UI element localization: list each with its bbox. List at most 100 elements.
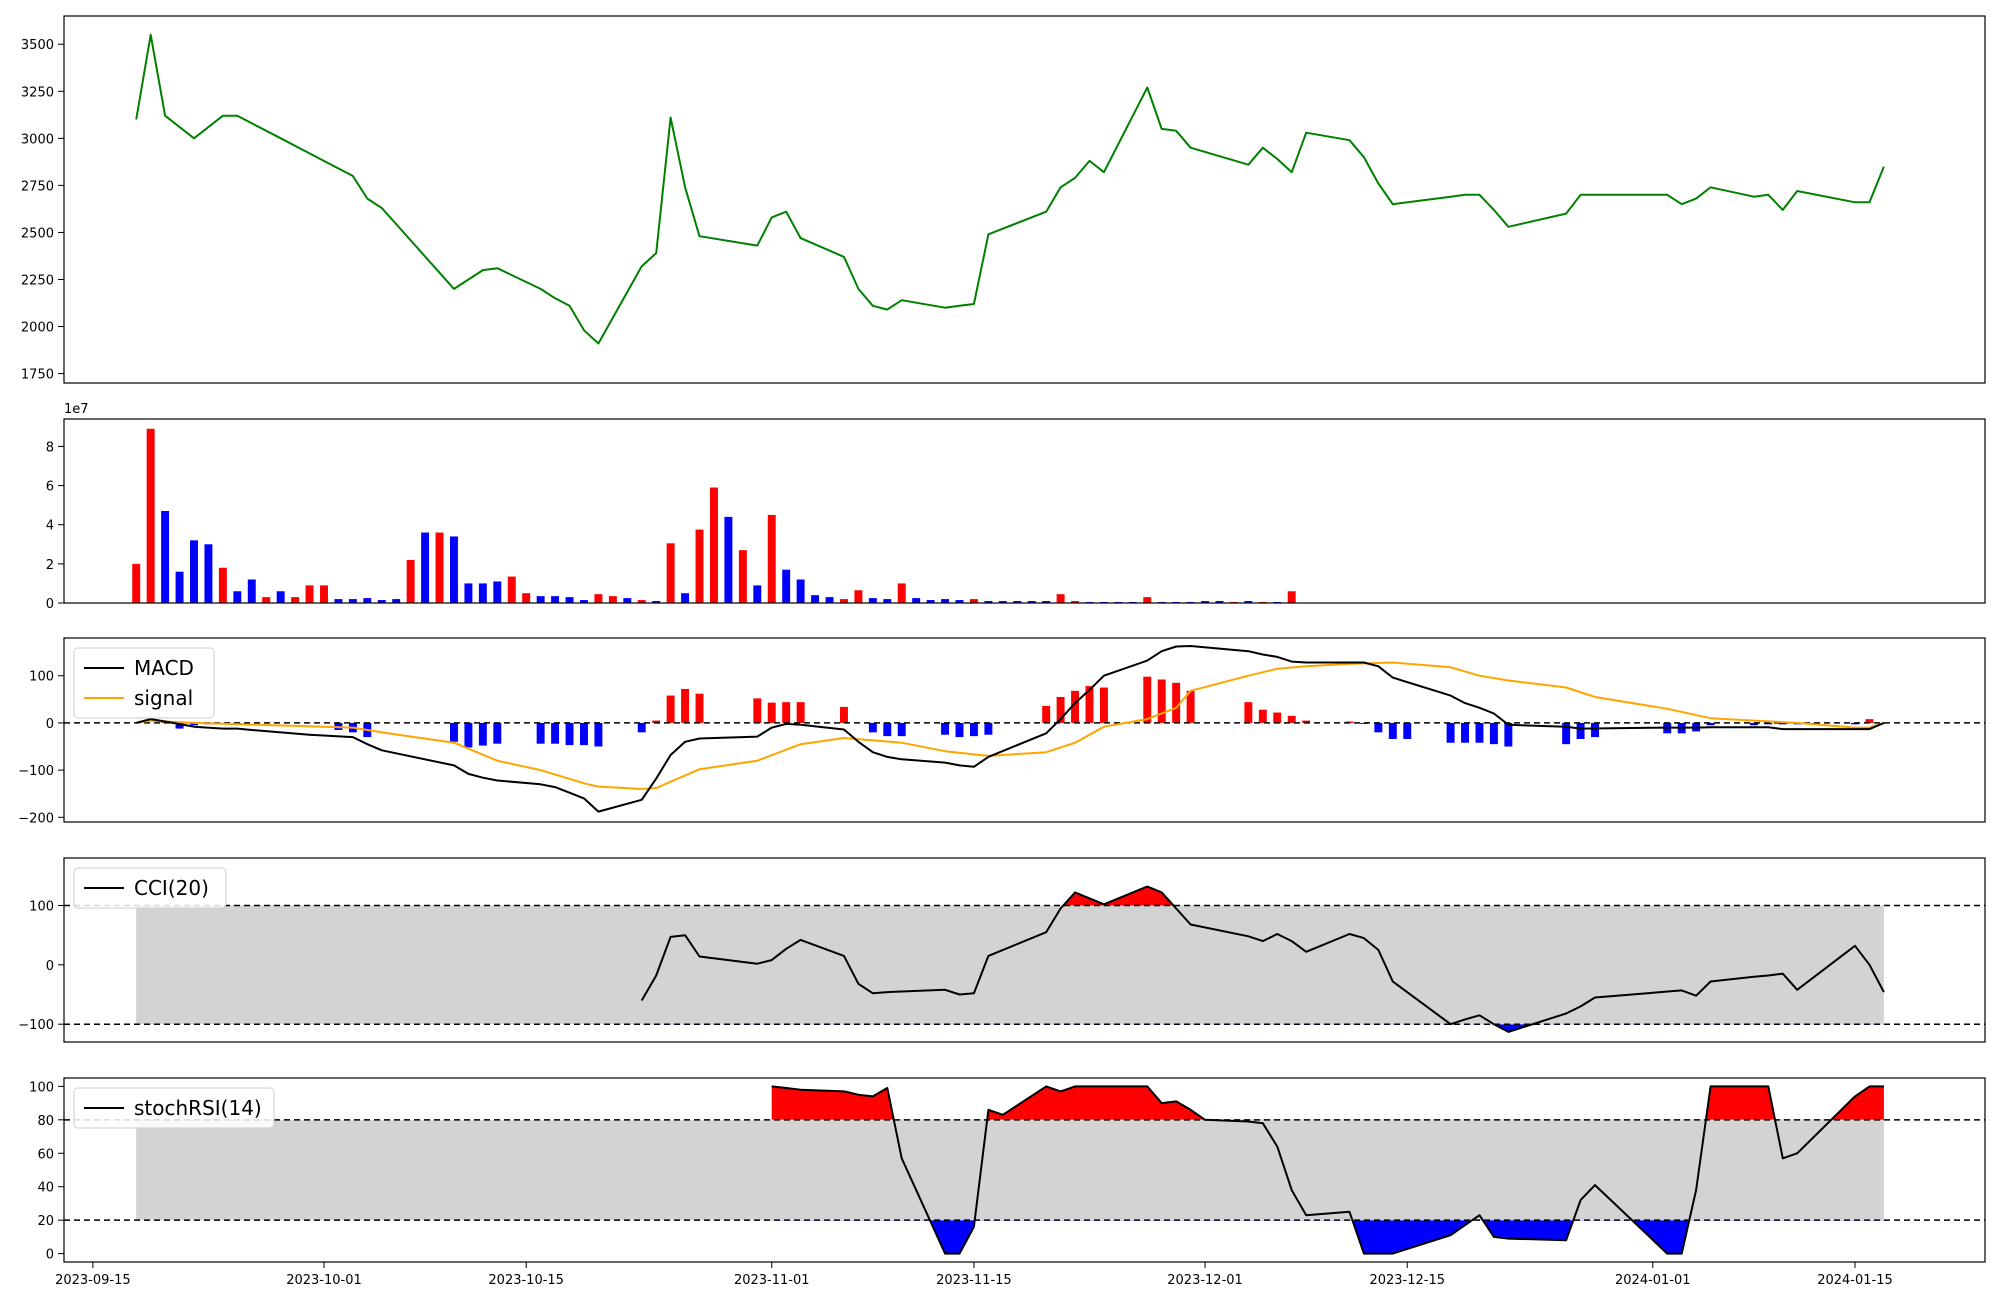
volume-bar bbox=[247, 579, 256, 603]
price-ytick-label: 3250 bbox=[21, 85, 54, 100]
volume-bar bbox=[854, 590, 863, 603]
volume-bar bbox=[623, 598, 632, 603]
volume-bar bbox=[1215, 601, 1224, 603]
macd-histogram-bar bbox=[1099, 687, 1108, 723]
volume-bar bbox=[782, 569, 791, 603]
volume-bar bbox=[435, 532, 444, 603]
volume-bar bbox=[724, 516, 733, 603]
macd-histogram-bar bbox=[1591, 722, 1599, 738]
volume-bar bbox=[276, 591, 285, 603]
volume-ytick-label: 0 bbox=[46, 597, 54, 612]
macd-axes-frame bbox=[63, 637, 1986, 823]
xtick-label: 2023-11-01 bbox=[734, 1273, 810, 1288]
cci-line bbox=[640, 885, 1885, 1033]
volume-bar bbox=[291, 597, 300, 603]
xtick-label: 2023-10-01 bbox=[286, 1273, 362, 1288]
macd-histogram-bar bbox=[1403, 722, 1412, 739]
macd-histogram-bar bbox=[1749, 722, 1758, 726]
stochrsi-ytick-label: 40 bbox=[37, 1181, 54, 1196]
volume-bar bbox=[522, 593, 531, 603]
macd-histogram-bar bbox=[969, 722, 978, 737]
macd-histogram-bar bbox=[1489, 722, 1498, 745]
volume-bar bbox=[738, 550, 747, 603]
macd-histogram-bar bbox=[1461, 722, 1470, 743]
volume-bar bbox=[493, 581, 502, 603]
xtick-label: 2023-10-15 bbox=[488, 1273, 564, 1288]
volume-bar bbox=[666, 543, 675, 603]
macd-histogram-bar bbox=[1562, 722, 1571, 745]
macd-histogram-bar bbox=[1244, 702, 1253, 723]
stochrsi-legend-label: stochRSI(14) bbox=[134, 1096, 262, 1120]
volume-ytick-label: 2 bbox=[46, 558, 54, 573]
stochrsi-ytick-label: 0 bbox=[46, 1248, 54, 1263]
macd-histogram-bar bbox=[796, 702, 805, 723]
cci-axes-frame bbox=[63, 857, 1986, 1043]
volume-bar bbox=[551, 596, 560, 603]
macd-ytick-label: −200 bbox=[18, 811, 54, 826]
volume-bar bbox=[681, 593, 690, 603]
price-ytick-label: 1750 bbox=[21, 368, 54, 383]
macd-histogram-bar bbox=[897, 722, 906, 737]
stochrsi-ytick-label: 100 bbox=[29, 1080, 54, 1095]
macd-histogram-bar bbox=[1359, 722, 1368, 724]
price-ytick-label: 2750 bbox=[21, 179, 54, 194]
macd-histogram-bar bbox=[1143, 676, 1152, 723]
volume-bar bbox=[897, 583, 906, 603]
volume-bar bbox=[377, 600, 386, 603]
macd-ytick-label: 0 bbox=[46, 717, 54, 732]
legends-layer: MACD signal CCI(20) stochRSI(14) bbox=[73, 647, 275, 1129]
stochrsi-line bbox=[771, 1085, 1884, 1255]
stochrsi-ytick-label: 80 bbox=[37, 1114, 54, 1129]
macd-histogram-bar bbox=[1388, 722, 1397, 739]
volume-bar bbox=[955, 600, 964, 603]
macd-histogram-bar bbox=[1085, 686, 1094, 723]
volume-bar bbox=[363, 598, 372, 603]
volume-bar bbox=[146, 428, 155, 603]
volume-bar bbox=[320, 585, 328, 603]
macd-histogram-bar bbox=[767, 702, 776, 723]
macd-histogram-bar bbox=[1258, 709, 1267, 723]
macd-histogram-bar bbox=[1706, 722, 1715, 726]
macd-histogram-bar bbox=[478, 722, 487, 746]
macd-histogram-bar bbox=[984, 722, 993, 735]
macd-line bbox=[135, 645, 1885, 813]
price-ytick-label: 3500 bbox=[21, 38, 54, 53]
volume-bar bbox=[998, 601, 1007, 603]
macd-histogram-bar bbox=[753, 698, 762, 723]
volume-bar bbox=[132, 563, 141, 603]
volume-bar bbox=[579, 600, 588, 603]
cci-neutral-band bbox=[136, 905, 1884, 1025]
volume-ytick-label: 8 bbox=[46, 440, 54, 455]
macd-histogram-bar bbox=[681, 688, 690, 723]
volume-bar bbox=[507, 576, 516, 603]
volume-bar bbox=[1143, 597, 1152, 603]
macd-histogram-bar bbox=[1172, 682, 1181, 723]
volume-bar bbox=[1244, 601, 1253, 603]
macd-histogram-bar bbox=[594, 722, 603, 747]
volume-bar bbox=[709, 487, 718, 603]
macd-histogram-bar bbox=[782, 702, 791, 723]
volume-bar bbox=[883, 599, 892, 603]
macd-histogram-bar bbox=[1056, 696, 1065, 723]
macd-histogram-bar bbox=[464, 722, 473, 748]
macd-histogram-bar bbox=[637, 722, 646, 733]
macd-histogram-bar bbox=[941, 722, 950, 735]
volume-bar bbox=[1287, 591, 1296, 603]
price-line bbox=[135, 33, 1885, 345]
macd-histogram-bar bbox=[1157, 679, 1166, 723]
stochrsi-axes-frame bbox=[63, 1077, 1986, 1263]
cci-overbought-fill bbox=[1063, 886, 1174, 906]
xtick-label: 2023-11-15 bbox=[936, 1273, 1012, 1288]
volume-bar bbox=[868, 598, 877, 603]
stochrsi-neutral-band bbox=[136, 1119, 1884, 1221]
volume-bar bbox=[233, 591, 242, 603]
volume-bar bbox=[767, 514, 776, 603]
volume-bar bbox=[984, 601, 993, 603]
volume-bar bbox=[1013, 601, 1022, 603]
macd-legend-label: signal bbox=[134, 686, 193, 710]
macd-histogram-bar bbox=[652, 720, 661, 723]
volume-bar bbox=[796, 579, 805, 603]
macd-histogram-bar bbox=[493, 722, 502, 744]
